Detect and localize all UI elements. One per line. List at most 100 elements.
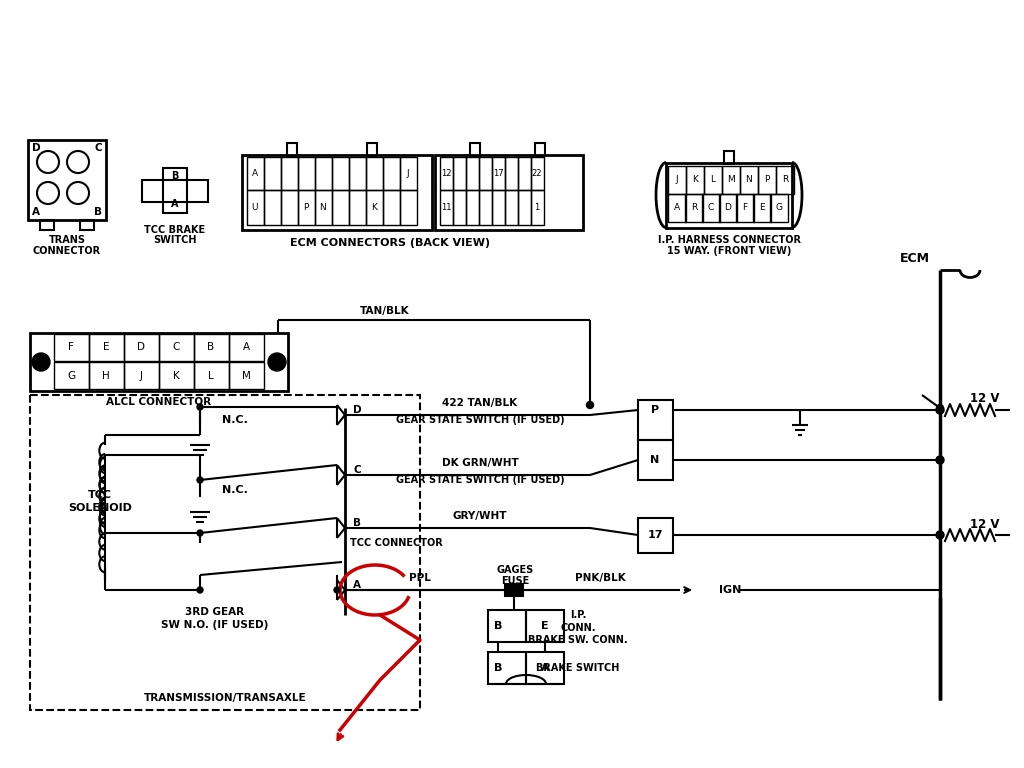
Bar — [722, 166, 740, 194]
Bar — [247, 157, 264, 190]
Bar — [705, 166, 722, 194]
Bar — [30, 333, 288, 391]
Circle shape — [587, 402, 594, 409]
Text: R: R — [691, 204, 697, 213]
Circle shape — [197, 587, 203, 593]
Circle shape — [268, 353, 286, 371]
Text: 11: 11 — [440, 203, 452, 211]
Bar — [332, 190, 349, 225]
Text: FUSE: FUSE — [501, 576, 529, 586]
Text: N: N — [319, 203, 327, 211]
Bar — [719, 194, 737, 222]
Text: 12 V: 12 V — [971, 392, 999, 406]
Text: GRY/WHT: GRY/WHT — [453, 511, 507, 521]
Bar — [229, 334, 264, 361]
Text: N: N — [745, 176, 753, 184]
Text: A: A — [171, 199, 179, 209]
Text: TCC: TCC — [88, 490, 112, 500]
Bar — [453, 157, 466, 190]
Bar — [505, 157, 518, 190]
Bar — [666, 163, 792, 228]
Text: C: C — [94, 143, 101, 153]
Circle shape — [936, 531, 944, 539]
Text: M: M — [727, 176, 735, 184]
Text: GEAR STATE SWITCH (IF USED): GEAR STATE SWITCH (IF USED) — [395, 415, 564, 425]
Bar — [159, 362, 194, 389]
Bar — [40, 220, 54, 230]
Text: F: F — [68, 342, 74, 352]
Text: ALCL CONNECTOR: ALCL CONNECTOR — [106, 397, 212, 407]
Text: E: E — [102, 342, 110, 352]
Text: L: L — [711, 176, 716, 184]
Bar — [383, 157, 400, 190]
Bar — [668, 194, 686, 222]
Text: CONNECTOR: CONNECTOR — [33, 246, 101, 256]
Text: H: H — [102, 371, 110, 381]
Text: N.C.: N.C. — [222, 485, 248, 495]
Bar — [194, 334, 229, 361]
Text: E: E — [759, 204, 765, 213]
Bar — [535, 143, 545, 156]
Text: TAN/BLK: TAN/BLK — [360, 306, 410, 316]
Text: ECM CONNECTORS (BACK VIEW): ECM CONNECTORS (BACK VIEW) — [290, 238, 490, 248]
Bar — [466, 157, 479, 190]
Text: GEAR STATE SWITCH (IF USED): GEAR STATE SWITCH (IF USED) — [395, 475, 564, 485]
Text: 22: 22 — [531, 168, 543, 177]
Text: B: B — [494, 663, 502, 673]
Text: C: C — [172, 342, 179, 352]
Text: U: U — [252, 203, 258, 211]
Bar — [159, 334, 194, 361]
Bar — [440, 157, 453, 190]
Bar — [488, 652, 526, 684]
Text: A: A — [541, 663, 549, 673]
Text: J: J — [407, 168, 410, 177]
Bar — [685, 194, 703, 222]
Text: GAGES: GAGES — [497, 565, 534, 575]
Text: P: P — [651, 405, 659, 415]
Text: L: L — [208, 371, 214, 381]
Circle shape — [197, 404, 203, 410]
Text: D: D — [725, 204, 731, 213]
Bar — [453, 190, 466, 225]
Bar — [526, 610, 564, 642]
Bar — [366, 157, 383, 190]
Bar — [488, 610, 526, 642]
Bar — [526, 652, 564, 684]
Text: DK GRN/WHT: DK GRN/WHT — [441, 458, 518, 468]
Text: ECM: ECM — [900, 251, 930, 264]
Bar — [367, 143, 377, 156]
Bar — [194, 362, 229, 389]
Bar — [366, 190, 383, 225]
Text: K: K — [692, 176, 698, 184]
Bar — [668, 166, 686, 194]
Bar — [479, 190, 492, 225]
Text: IGN: IGN — [719, 585, 741, 595]
Bar — [349, 157, 366, 190]
Bar — [470, 143, 480, 156]
Bar — [531, 190, 544, 225]
Circle shape — [334, 587, 340, 593]
Bar — [466, 190, 479, 225]
Bar — [264, 190, 281, 225]
Text: TCC CONNECTOR: TCC CONNECTOR — [350, 538, 442, 548]
Bar — [80, 220, 94, 230]
Bar — [247, 190, 264, 225]
Text: I.P. HARNESS CONNECTOR: I.P. HARNESS CONNECTOR — [657, 235, 801, 245]
Text: 12 V: 12 V — [971, 518, 999, 531]
Circle shape — [197, 530, 203, 536]
Text: M: M — [242, 371, 251, 381]
Text: E: E — [542, 621, 549, 631]
Text: SWITCH: SWITCH — [154, 235, 197, 245]
Bar — [349, 190, 366, 225]
Text: B: B — [353, 518, 361, 528]
Bar — [89, 362, 124, 389]
Bar — [518, 190, 531, 225]
Bar — [531, 157, 544, 190]
Text: SOLENOID: SOLENOID — [68, 503, 132, 513]
Bar — [518, 157, 531, 190]
Text: G: G — [775, 204, 782, 213]
Text: 3RD GEAR: 3RD GEAR — [185, 607, 245, 617]
Bar — [724, 151, 734, 164]
Bar — [702, 194, 720, 222]
Bar — [124, 362, 159, 389]
